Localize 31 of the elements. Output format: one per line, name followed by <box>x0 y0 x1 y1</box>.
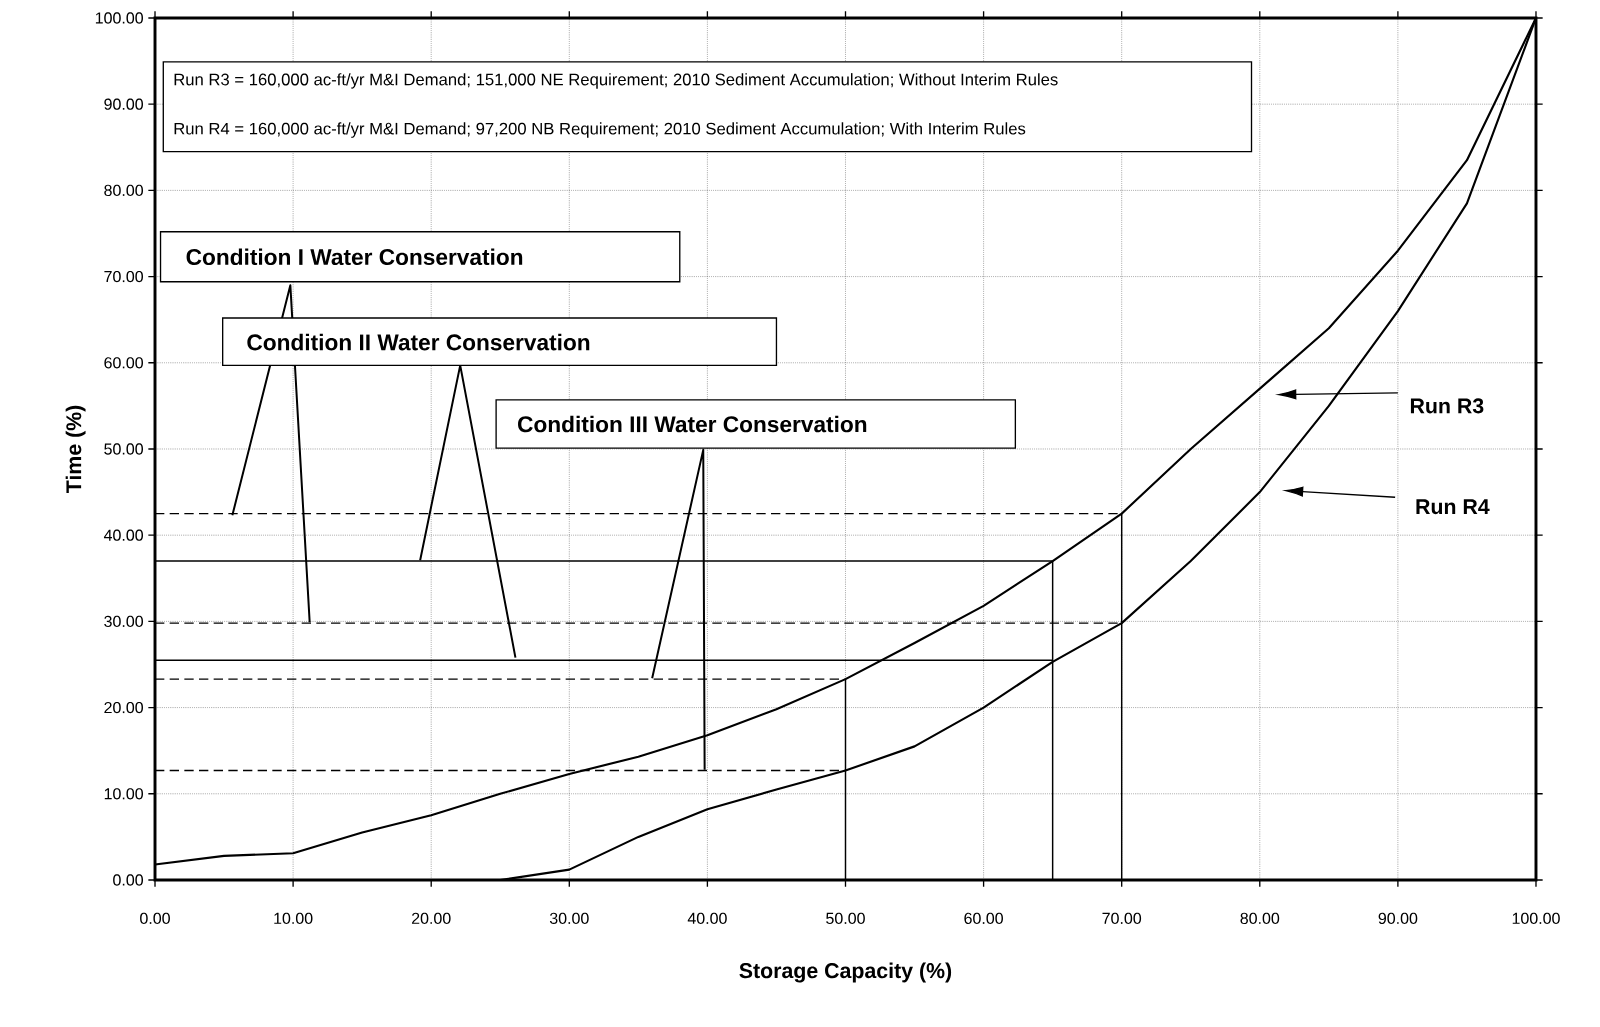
x-tick-label: 90.00 <box>1378 912 1418 925</box>
legend-label: Run R3 <box>1410 398 1484 414</box>
annotation: Condition III Water Conservation <box>518 415 867 433</box>
legend-label: Run R4 <box>1416 499 1490 515</box>
annotation: Condition I Water Conservation <box>186 248 523 266</box>
x-axis-title: Storage Capacity (%) <box>739 962 952 983</box>
y-tick-label: 80.00 <box>104 184 144 197</box>
x-tick-label: 50.00 <box>826 912 865 925</box>
annotation: Condition II Water Conservation <box>247 333 590 351</box>
y-axis-title: Time (%) <box>65 405 86 494</box>
x-tick-label: 10.00 <box>274 912 313 925</box>
y-tick-label: 90.00 <box>104 98 144 110</box>
x-tick-label: 100.00 <box>1512 912 1560 925</box>
x-tick-label: 40.00 <box>687 912 727 925</box>
annotation: Run R4 = 160,000 ac-ft/yr M&I Demand; 97,200 NB Requirement; 2010 Sediment Accumulation; With Interim Rules <box>174 122 1026 138</box>
x-tick-label: 80.00 <box>1240 912 1280 925</box>
y-tick-label: 100.00 <box>95 12 143 24</box>
x-tick-label: 20.00 <box>411 912 451 925</box>
y-tick-label: 50.00 <box>104 443 144 455</box>
x-tick-label: 0.00 <box>140 912 170 925</box>
y-tick-label: 20.00 <box>104 701 144 714</box>
x-tick-label: 70.00 <box>1102 912 1142 925</box>
annotation: Run R3 = 160,000 ac-ft/yr M&I Demand; 151,000 NE Requirement; 2010 Sediment Accumulation; Without Interim Rules <box>174 73 1058 89</box>
y-tick-label: 30.00 <box>104 615 144 628</box>
y-tick-label: 60.00 <box>104 357 144 369</box>
y-tick-label: 40.00 <box>103 529 144 541</box>
y-tick-label: 70.00 <box>104 270 144 283</box>
y-tick-label: 0.00 <box>113 874 144 886</box>
x-tick-label: 30.00 <box>549 912 589 925</box>
y-tick-label: 10.00 <box>104 788 144 800</box>
x-tick-label: 60.00 <box>964 912 1003 925</box>
